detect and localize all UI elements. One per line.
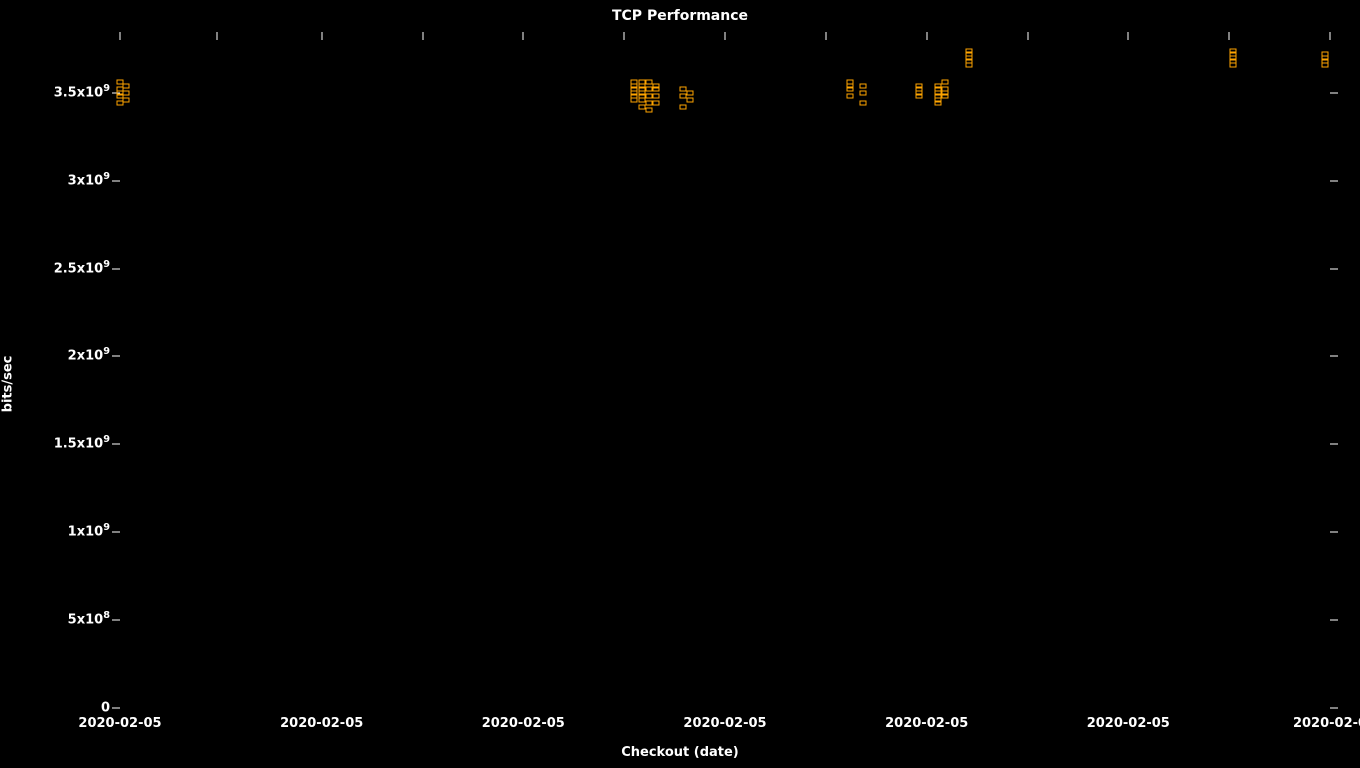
x-tick-mark xyxy=(926,32,927,40)
data-point xyxy=(859,90,866,95)
x-axis-label: Checkout (date) xyxy=(0,745,1360,760)
x-tick-mark xyxy=(422,32,423,40)
data-point xyxy=(645,101,652,106)
y-tick-label: 1x109 xyxy=(68,525,110,540)
data-point xyxy=(859,101,866,106)
data-point xyxy=(679,104,686,109)
data-point xyxy=(123,97,130,102)
chart-container: TCP Performance bits/sec Checkout (date)… xyxy=(0,0,1360,768)
data-point xyxy=(123,83,130,88)
data-point xyxy=(653,87,660,92)
x-tick-label: 2020-02-05 xyxy=(885,716,968,731)
y-tick-label: 3x109 xyxy=(68,173,110,188)
y-tick-mark xyxy=(112,180,120,181)
x-tick-mark xyxy=(321,32,322,40)
y-tick-mark xyxy=(112,356,120,357)
y-axis-label: bits/sec xyxy=(1,356,16,413)
plot-area: 05x1081x1091.5x1092x1092.5x1093x1093.5x1… xyxy=(120,40,1330,708)
y-tick-label: 2.5x109 xyxy=(54,261,110,276)
data-point xyxy=(942,94,949,99)
data-point xyxy=(638,97,645,102)
data-point xyxy=(859,83,866,88)
data-point xyxy=(645,87,652,92)
data-point xyxy=(1322,62,1329,67)
data-point xyxy=(638,104,645,109)
data-point xyxy=(653,94,660,99)
y-tick-mark xyxy=(1330,532,1338,533)
y-tick-mark xyxy=(112,268,120,269)
y-tick-mark xyxy=(112,444,120,445)
x-tick-mark xyxy=(624,32,625,40)
data-point xyxy=(934,101,941,106)
x-tick-label: 2020-02-0 xyxy=(1293,716,1360,731)
y-tick-label: 0 xyxy=(101,701,110,716)
data-point xyxy=(645,108,652,113)
data-point xyxy=(966,62,973,67)
chart-title: TCP Performance xyxy=(0,8,1360,24)
x-tick-mark xyxy=(1229,32,1230,40)
x-tick-mark xyxy=(523,32,524,40)
data-point xyxy=(686,97,693,102)
x-tick-mark xyxy=(825,32,826,40)
y-tick-mark xyxy=(1330,620,1338,621)
y-tick-mark xyxy=(1330,356,1338,357)
y-tick-mark xyxy=(112,532,120,533)
y-tick-label: 5x108 xyxy=(68,613,110,628)
y-tick-label: 2x109 xyxy=(68,349,110,364)
x-tick-mark xyxy=(216,32,217,40)
data-point xyxy=(645,94,652,99)
x-tick-label: 2020-02-05 xyxy=(1087,716,1170,731)
data-point xyxy=(942,80,949,85)
data-point xyxy=(653,101,660,106)
x-tick-mark xyxy=(1330,32,1331,40)
y-tick-mark xyxy=(1330,92,1338,93)
data-point xyxy=(686,90,693,95)
y-tick-mark xyxy=(1330,180,1338,181)
x-tick-mark xyxy=(1027,32,1028,40)
y-tick-mark xyxy=(112,620,120,621)
x-tick-label: 2020-02-05 xyxy=(78,716,161,731)
x-tick-mark xyxy=(725,32,726,40)
data-point xyxy=(679,87,686,92)
data-point xyxy=(645,80,652,85)
x-tick-mark xyxy=(120,32,121,40)
data-point xyxy=(846,94,853,99)
x-tick-label: 2020-02-05 xyxy=(482,716,565,731)
y-tick-mark xyxy=(1330,268,1338,269)
x-tick-label: 2020-02-05 xyxy=(280,716,363,731)
data-point xyxy=(123,90,130,95)
data-point xyxy=(846,87,853,92)
data-point xyxy=(679,94,686,99)
x-tick-mark xyxy=(1128,32,1129,40)
y-tick-label: 3.5x109 xyxy=(54,85,110,100)
y-tick-mark xyxy=(112,708,120,709)
data-point xyxy=(1230,62,1237,67)
data-point xyxy=(915,94,922,99)
x-tick-label: 2020-02-05 xyxy=(683,716,766,731)
data-point xyxy=(631,97,638,102)
y-tick-mark xyxy=(1330,444,1338,445)
y-tick-label: 1.5x109 xyxy=(54,437,110,452)
y-tick-mark xyxy=(1330,708,1338,709)
